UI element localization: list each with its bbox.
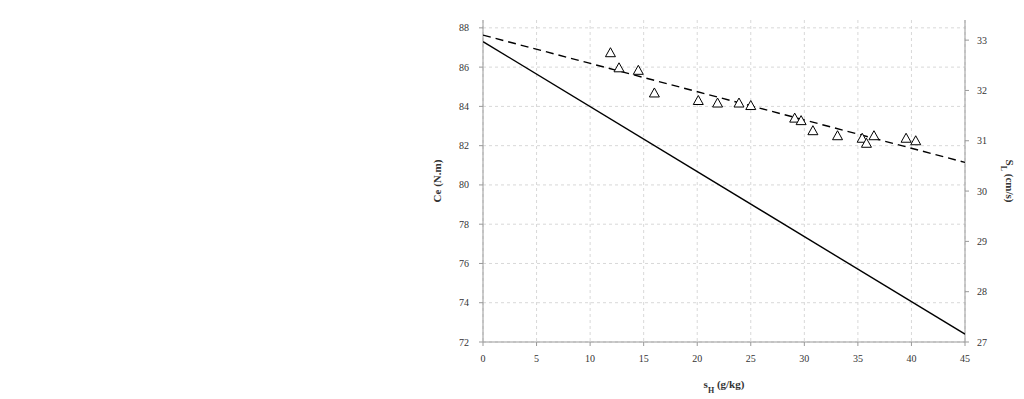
y-tick-label: 74 xyxy=(459,297,469,308)
grid-line xyxy=(483,67,965,68)
y-tick-label: 78 xyxy=(459,219,469,230)
x-tick-label: 35 xyxy=(853,353,863,364)
y-tick-label: 88 xyxy=(459,22,469,33)
tick xyxy=(965,291,969,292)
tick xyxy=(643,342,644,346)
y2-tick-label: 28 xyxy=(977,286,987,297)
point xyxy=(746,101,756,110)
tick xyxy=(479,302,483,303)
grid-line xyxy=(483,302,965,303)
plot-area xyxy=(483,35,965,334)
tick xyxy=(479,67,483,68)
point xyxy=(713,98,723,107)
point xyxy=(911,136,921,145)
y-tick-label: 86 xyxy=(459,62,469,73)
y2-tick-label: 33 xyxy=(977,35,987,46)
chart: 0 5 10 15 20 25 30 35 40 45 72 74 76 78 80 82 84 86 88 27 28… xyxy=(0,0,1024,399)
tick xyxy=(536,342,537,346)
x-tick-label: 45 xyxy=(960,353,970,364)
tick xyxy=(590,342,591,346)
tick xyxy=(479,263,483,264)
point xyxy=(649,88,659,97)
y2-axis xyxy=(965,20,966,342)
grid-line xyxy=(483,184,965,185)
line xyxy=(483,35,965,162)
grid-line xyxy=(483,20,484,342)
tick xyxy=(965,140,969,141)
point xyxy=(869,131,879,140)
point xyxy=(901,133,911,142)
grid-line xyxy=(483,224,965,225)
tick xyxy=(479,106,483,107)
x-tick-label: 25 xyxy=(746,353,756,364)
x-tick-label: 10 xyxy=(585,353,595,364)
tick xyxy=(911,342,912,346)
y2-tick-label: 31 xyxy=(977,135,987,146)
y-tick-label: 76 xyxy=(459,258,469,269)
grid-line xyxy=(483,27,965,28)
y-tick-label: 72 xyxy=(459,337,469,348)
x-tick-label: 5 xyxy=(534,353,539,364)
x-axis-label: sH (g/kg) xyxy=(704,378,745,395)
point xyxy=(633,65,643,74)
point xyxy=(614,63,624,72)
grid-line xyxy=(697,20,698,342)
x-axis xyxy=(483,342,965,343)
tick xyxy=(965,241,969,242)
y-axis-label: Ce (N.m) xyxy=(431,159,444,202)
grid-line xyxy=(643,20,644,342)
grid-line xyxy=(857,20,858,342)
y2-axis-label: SL (cm/s) xyxy=(1000,160,1017,203)
y2-tick-label: 32 xyxy=(977,85,987,96)
y-axis xyxy=(483,20,484,342)
tick xyxy=(479,27,483,28)
tick xyxy=(483,342,484,346)
tick xyxy=(479,224,483,225)
x-tick-label: 0 xyxy=(481,353,486,364)
x-tick-label: 20 xyxy=(692,353,702,364)
point xyxy=(693,96,703,105)
tick xyxy=(965,342,969,343)
grid-line xyxy=(483,342,965,343)
tick xyxy=(479,184,483,185)
grid-line xyxy=(590,20,591,342)
grid-line xyxy=(804,20,805,342)
grid-line xyxy=(750,20,751,342)
grid-line xyxy=(483,263,965,264)
y2-tick-label: 29 xyxy=(977,236,987,247)
y-tick-label: 80 xyxy=(459,179,469,190)
tick xyxy=(965,40,969,41)
point xyxy=(605,48,615,57)
grid-line xyxy=(483,145,965,146)
grid-line xyxy=(965,20,966,342)
tick xyxy=(479,342,483,343)
y-tick-label: 84 xyxy=(459,101,469,112)
y2-tick-label: 30 xyxy=(977,186,987,197)
tick xyxy=(965,90,969,91)
line xyxy=(483,42,965,335)
tick xyxy=(697,342,698,346)
tick xyxy=(965,191,969,192)
x-tick-label: 30 xyxy=(799,353,809,364)
x-tick-label: 15 xyxy=(639,353,649,364)
y2-tick-label: 27 xyxy=(977,337,987,348)
point xyxy=(796,116,806,125)
tick xyxy=(804,342,805,346)
tick xyxy=(750,342,751,346)
x-tick-label: 40 xyxy=(906,353,916,364)
point xyxy=(833,131,843,140)
grid-line xyxy=(536,20,537,342)
tick xyxy=(965,342,966,346)
tick xyxy=(857,342,858,346)
tick xyxy=(479,145,483,146)
y-tick-label: 82 xyxy=(459,140,469,151)
point xyxy=(734,98,744,107)
grid-line xyxy=(483,106,965,107)
grid-line xyxy=(911,20,912,342)
point xyxy=(808,126,818,135)
